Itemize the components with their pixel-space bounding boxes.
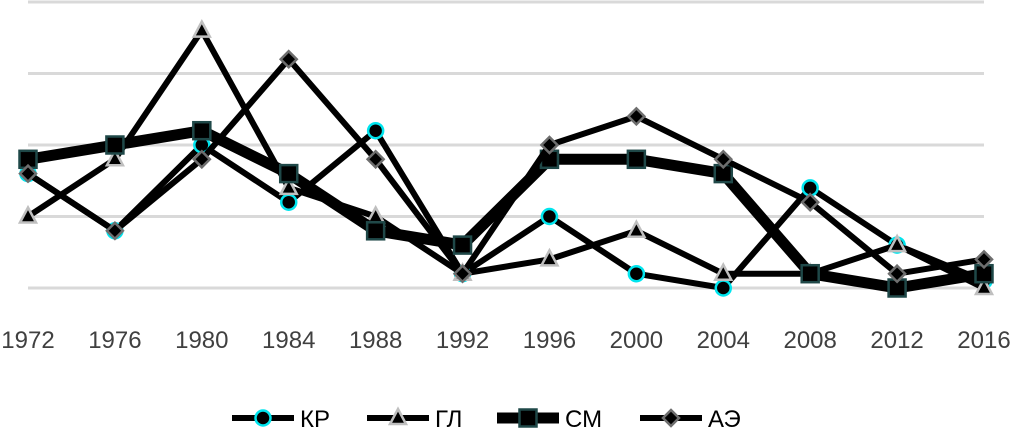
x-tick-label: 2016	[957, 327, 1010, 354]
x-tick-label: 1992	[436, 327, 489, 354]
data-point-triangle	[278, 176, 299, 196]
data-point-square	[278, 163, 299, 184]
data-point-triangle	[191, 18, 212, 38]
series-line	[27, 125, 985, 294]
data-point-diamond	[278, 49, 299, 69]
series-line	[26, 56, 985, 277]
data-point-diamond	[974, 249, 994, 270]
data-point-square	[192, 120, 212, 141]
x-tick-label: 2008	[783, 327, 836, 354]
data-point-diamond	[539, 135, 560, 155]
data-point-diamond	[18, 163, 38, 184]
series-4	[18, 49, 994, 284]
data-point-triangle	[17, 204, 39, 224]
series-group	[17, 18, 995, 298]
legend-label: ГЛ	[435, 406, 462, 431]
x-tick-label: 1984	[262, 327, 315, 354]
series-line	[26, 127, 986, 291]
data-point-square	[452, 235, 473, 255]
x-tick-label: 2012	[870, 327, 923, 354]
x-tick-label: 1972	[1, 327, 54, 354]
legend: КР ГЛ СМ АЭ	[232, 406, 741, 431]
data-point-circle	[366, 121, 385, 140]
series-line	[26, 27, 986, 291]
legend-marker-triangle-icon	[387, 406, 409, 426]
data-point-circle	[540, 207, 559, 226]
data-point-circle	[714, 279, 733, 297]
x-tick-label: 1988	[349, 327, 402, 354]
x-tick-label: 1980	[175, 327, 228, 354]
x-tick-label: 2004	[697, 327, 750, 354]
legend-label: КР	[300, 406, 330, 431]
legend-item: АЭ	[640, 406, 741, 431]
legend-item: ГЛ	[367, 406, 462, 431]
data-point-diamond	[365, 149, 386, 170]
x-tick-label: 1996	[523, 327, 576, 354]
legend-item: КР	[232, 406, 330, 431]
data-point-square	[626, 149, 647, 170]
data-point-diamond	[192, 149, 212, 170]
legend-label: АЭ	[708, 406, 741, 431]
x-axis-ticks: 1972 1976 1980 1984 1988 1992 1996 2000 2004 2008…	[1, 327, 1010, 354]
data-point-diamond	[800, 192, 820, 212]
data-point-triangle	[104, 147, 125, 167]
x-tick-label: 2000	[610, 327, 663, 354]
data-point-diamond	[452, 263, 473, 284]
data-point-triangle	[973, 276, 995, 296]
x-tick-label: 1976	[88, 327, 141, 354]
data-point-square	[105, 135, 125, 155]
data-point-diamond	[713, 149, 734, 170]
data-point-square	[365, 221, 386, 241]
data-point-circle	[627, 264, 646, 283]
legend-label: СМ	[565, 406, 602, 431]
legend-marker-diamond-icon	[661, 408, 681, 428]
series-2	[17, 18, 995, 296]
legend-marker-square-icon	[518, 408, 538, 428]
data-point-diamond	[105, 221, 125, 241]
data-point-triangle	[539, 247, 560, 267]
data-point-diamond	[626, 106, 647, 127]
data-point-triangle	[887, 233, 908, 253]
legend-marker-circle-icon	[254, 409, 272, 427]
legend-item: СМ	[497, 406, 602, 431]
data-point-triangle	[626, 219, 647, 239]
data-point-diamond	[887, 263, 907, 284]
data-point-triangle	[713, 262, 734, 281]
data-point-circle	[279, 193, 298, 211]
data-point-square	[800, 263, 820, 284]
